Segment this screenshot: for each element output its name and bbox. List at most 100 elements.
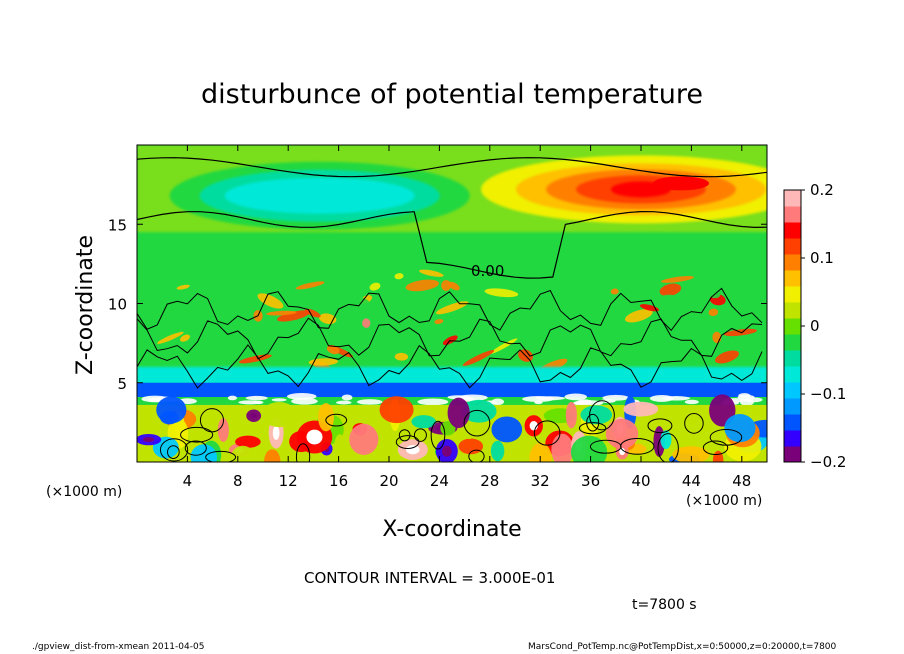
wave-feature	[448, 281, 460, 291]
streak-feature	[522, 396, 554, 403]
colorbar-swatch	[784, 254, 801, 271]
wave-feature	[658, 294, 678, 306]
x-tick-label: 4	[183, 472, 193, 490]
wave-feature	[660, 346, 680, 352]
contour-loop	[578, 422, 607, 435]
x-tick-label: 24	[430, 472, 449, 490]
contour-interval-text: CONTOUR INTERVAL = 3.000E-01	[304, 569, 555, 587]
wave-feature	[669, 327, 696, 343]
colorbar-swatch	[784, 286, 801, 303]
colorbar-swatch	[784, 302, 801, 319]
contour-line	[137, 317, 763, 360]
x-tick-label: 44	[682, 472, 701, 490]
turbulent-eddy	[672, 446, 710, 462]
contour-loop	[184, 440, 207, 456]
turbulent-eddy	[529, 442, 552, 462]
streak-feature	[253, 400, 264, 405]
streak-feature	[447, 395, 468, 400]
contour-label: 0.00	[471, 262, 504, 280]
wave-feature	[295, 281, 325, 290]
x-tick-label: 12	[279, 472, 298, 490]
colorbar-swatch	[784, 270, 801, 287]
contour-line	[137, 210, 767, 279]
wave-feature	[639, 304, 660, 312]
turbulent-eddy	[551, 433, 574, 462]
contour-loop	[468, 449, 485, 462]
turbulent-eddy	[264, 449, 281, 462]
streak-feature	[417, 398, 449, 406]
colorbar-swatch	[784, 382, 801, 399]
eddy-core	[441, 445, 452, 457]
streak-feature	[576, 399, 593, 405]
streak-feature	[245, 395, 268, 401]
turbulent-eddy	[349, 423, 379, 455]
chart-title: disturbunce of potential temperature	[201, 79, 703, 110]
colorbar-swatch	[784, 366, 801, 383]
contour-loop	[395, 435, 420, 449]
colorbar-swatch	[784, 222, 801, 239]
x-tick-label: 20	[379, 472, 398, 490]
wave-feature	[394, 352, 409, 361]
contour-loop	[325, 413, 348, 427]
turbulent-eddy	[379, 396, 414, 424]
wave-feature	[708, 308, 719, 317]
wave-feature	[659, 283, 682, 297]
wave-feature	[157, 331, 184, 344]
x-tick-label: 36	[581, 472, 600, 490]
turbulent-eddy	[623, 401, 659, 417]
streak-feature	[336, 400, 352, 405]
wave-feature	[189, 296, 225, 309]
contour-line	[137, 157, 767, 178]
turbulent-eddy	[190, 444, 218, 462]
turbulent-eddy	[411, 415, 436, 429]
turbulent-eddy	[318, 403, 334, 432]
cold-anomaly-region	[249, 183, 390, 208]
contour-loop	[463, 409, 491, 437]
wave-feature	[394, 273, 404, 280]
eddy-core	[142, 437, 155, 443]
contour-loop	[205, 450, 237, 462]
x-axis-title: X-coordinate	[382, 517, 521, 542]
wave-feature	[362, 318, 371, 328]
y-tick-label: 15	[108, 216, 127, 234]
footer-left: ./gpview_dist-from-xmean 2011-04-05	[32, 642, 205, 652]
turbulent-eddy	[235, 435, 261, 448]
contour-loop	[533, 420, 561, 446]
streak-feature	[271, 398, 287, 402]
y-axis-title: Z-coordinate	[73, 235, 98, 375]
heatmap-field	[137, 145, 767, 462]
contour-line	[137, 344, 763, 389]
colorbar-swatch	[784, 350, 801, 367]
wave-feature	[610, 288, 619, 295]
y-axis: 5 10 15	[108, 216, 767, 393]
wave-feature	[176, 284, 190, 290]
wave-feature	[434, 319, 444, 324]
contour-loop	[159, 438, 189, 462]
colorbar-tick-label: 0.2	[810, 181, 834, 199]
contour-loop	[295, 443, 311, 462]
contour-loop	[413, 428, 427, 442]
streak-feature	[534, 400, 543, 405]
colorbar-swatch	[784, 190, 801, 207]
x-tick-label: 8	[233, 472, 243, 490]
warm-anomaly-core	[653, 176, 709, 191]
y-tick-label: 5	[117, 375, 127, 393]
wave-feature	[624, 309, 653, 323]
colorbar-swatch	[784, 318, 801, 335]
turbulent-eddy	[231, 445, 255, 462]
wave-feature	[265, 310, 297, 316]
x-tick-label: 40	[631, 472, 650, 490]
turbulent-eddy	[333, 434, 347, 462]
x-axis: 4 8 12 16 20 24 28 32 36 40 44 48	[183, 145, 751, 490]
footer-right: MarsCond_PotTemp.nc@PotTempDist,x=0:5000…	[528, 642, 837, 652]
y-tick-label: 10	[108, 296, 127, 314]
contour-loop	[586, 413, 600, 432]
cold-layer	[137, 382, 767, 398]
wave-feature	[277, 310, 310, 322]
colorbar-swatch	[784, 238, 801, 255]
streak-feature	[740, 398, 754, 406]
wave-feature	[714, 350, 739, 364]
x-unit-label: (×1000 m)	[686, 493, 762, 509]
wave-feature	[323, 271, 345, 286]
colorbar-tick-label: 0.1	[810, 249, 834, 267]
